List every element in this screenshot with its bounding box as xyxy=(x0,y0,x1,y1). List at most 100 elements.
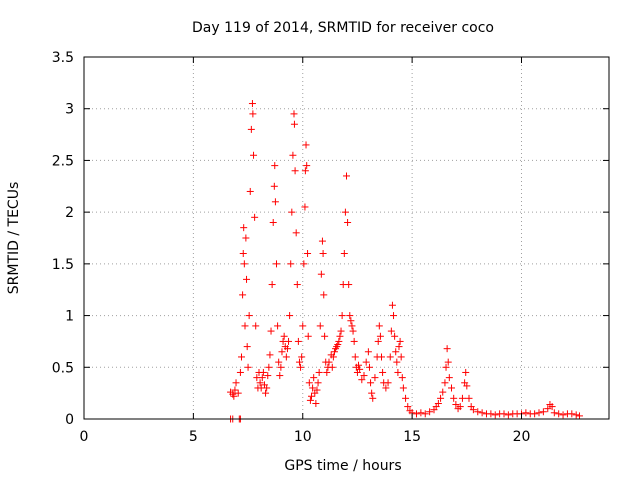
data-point xyxy=(399,384,407,392)
y-axis-label: SRMTID / TECUs xyxy=(6,182,22,295)
data-point xyxy=(374,337,382,345)
data-point xyxy=(288,208,296,216)
data-point xyxy=(285,337,293,345)
data-point xyxy=(348,322,356,330)
data-point xyxy=(350,337,358,345)
data-point xyxy=(309,384,317,392)
data-point xyxy=(368,389,376,397)
data-point xyxy=(314,379,322,387)
y-tick-label: 2.5 xyxy=(52,153,74,169)
data-point xyxy=(337,327,345,335)
data-point xyxy=(316,322,324,330)
data-point xyxy=(282,353,290,361)
data-point xyxy=(267,327,275,335)
data-point xyxy=(439,388,447,396)
data-point xyxy=(448,384,455,392)
y-axis-ticks: 0 0.5 1 1.5 2 2.5 3 3.5 xyxy=(52,50,609,428)
data-point xyxy=(301,203,309,211)
data-point xyxy=(271,162,279,170)
data-point xyxy=(330,348,338,356)
data-point xyxy=(478,409,486,417)
data-point xyxy=(266,351,274,359)
data-point xyxy=(452,401,460,409)
x-tick-label: 15 xyxy=(403,429,421,445)
y-tick-label: 3.5 xyxy=(52,50,74,66)
data-point xyxy=(404,403,412,411)
data-point xyxy=(247,125,255,133)
data-point xyxy=(351,353,359,361)
data-point xyxy=(321,332,329,340)
data-point xyxy=(390,312,398,320)
data-point xyxy=(391,332,399,340)
data-point xyxy=(238,353,245,361)
data-point xyxy=(398,374,406,382)
data-point xyxy=(293,281,301,289)
data-point xyxy=(240,260,248,268)
data-point xyxy=(572,411,580,419)
data-point xyxy=(300,260,308,268)
data-point xyxy=(241,322,249,330)
data-point xyxy=(340,250,348,258)
data-point xyxy=(531,410,539,418)
data-point xyxy=(535,409,543,417)
data-point xyxy=(491,411,499,419)
y-tick-label: 1.5 xyxy=(52,257,74,273)
data-point xyxy=(262,389,270,397)
data-point xyxy=(463,382,471,390)
data-point xyxy=(343,172,350,180)
data-point xyxy=(365,363,373,371)
data-point xyxy=(256,379,264,387)
data-point xyxy=(264,372,272,380)
data-point xyxy=(336,332,344,340)
grid-lines xyxy=(84,57,609,419)
y-tick-label: 0 xyxy=(65,412,74,428)
data-point xyxy=(500,410,508,418)
data-point xyxy=(305,379,313,387)
plot-border xyxy=(83,56,610,420)
data-point xyxy=(522,409,530,417)
data-point xyxy=(388,301,396,309)
data-point xyxy=(335,337,343,345)
data-point xyxy=(393,358,401,366)
data-point xyxy=(295,358,303,366)
data-point xyxy=(575,412,583,420)
data-point xyxy=(456,403,464,411)
data-point xyxy=(239,291,247,299)
data-point xyxy=(434,399,442,407)
data-point xyxy=(289,151,297,159)
data-point xyxy=(268,281,276,289)
data-point xyxy=(417,409,425,417)
data-point xyxy=(387,327,395,335)
data-point xyxy=(259,368,267,376)
data-point xyxy=(550,409,558,417)
data-point xyxy=(325,358,333,366)
data-point xyxy=(244,363,252,371)
data-point xyxy=(379,368,387,376)
data-point xyxy=(304,250,312,258)
data-point xyxy=(346,312,354,320)
data-point xyxy=(271,198,279,206)
data-point xyxy=(280,332,288,340)
data-point xyxy=(548,403,556,411)
data-point xyxy=(441,379,449,387)
data-point xyxy=(382,384,390,392)
data-point xyxy=(273,260,280,268)
data-point xyxy=(294,337,302,345)
data-point xyxy=(378,353,385,361)
data-point xyxy=(450,394,458,402)
data-point xyxy=(437,394,445,402)
data-point xyxy=(341,208,349,216)
data-point xyxy=(539,408,547,416)
data-point xyxy=(371,374,379,382)
data-point xyxy=(232,379,240,387)
data-point xyxy=(421,410,429,418)
data-point xyxy=(302,141,310,149)
data-points xyxy=(227,100,583,423)
data-point xyxy=(308,392,315,400)
data-point xyxy=(320,291,328,299)
data-point xyxy=(559,411,567,419)
data-point xyxy=(338,312,346,320)
data-point xyxy=(265,363,273,371)
